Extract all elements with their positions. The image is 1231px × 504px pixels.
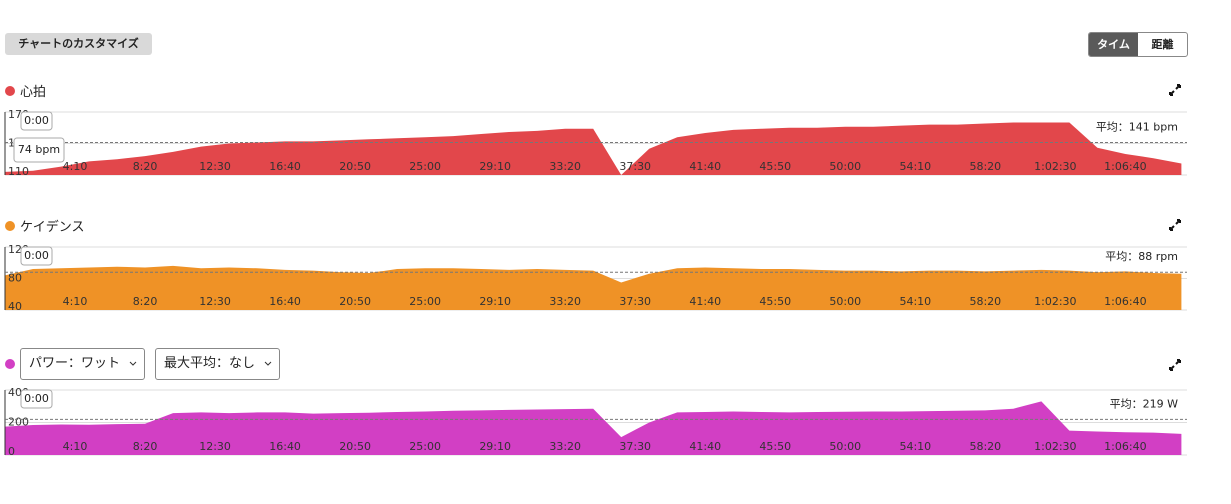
x-tick-label: 4:10 bbox=[63, 440, 88, 453]
tooltip-text: 0:00 bbox=[24, 392, 49, 405]
x-tick-label: 54:10 bbox=[899, 295, 931, 308]
chart-header: ケイデンス bbox=[5, 216, 84, 235]
x-tick-label: 50:00 bbox=[829, 440, 861, 453]
average-label-bg bbox=[1096, 248, 1182, 266]
x-tick-label: 41:40 bbox=[689, 160, 721, 173]
x-tick-label: 8:20 bbox=[133, 440, 158, 453]
chart-header: パワー：ワット 最大平均：なし bbox=[5, 348, 290, 380]
x-tick-label: 29:10 bbox=[479, 295, 511, 308]
x-tick-label: 1:02:30 bbox=[1034, 440, 1076, 453]
x-tick-label: 16:40 bbox=[269, 440, 301, 453]
y-tick-label: 0 bbox=[8, 445, 15, 458]
x-tick-label: 37:30 bbox=[619, 295, 651, 308]
x-tick-label: 41:40 bbox=[689, 295, 721, 308]
x-tick-label: 37:30 bbox=[619, 440, 651, 453]
tooltip-box bbox=[20, 246, 53, 266]
x-tick-label: 33:20 bbox=[549, 160, 581, 173]
y-tick-label: 110 bbox=[8, 165, 29, 178]
chart-title: 心拍 bbox=[20, 85, 47, 100]
x-tick-label: 45:50 bbox=[759, 295, 791, 308]
legend-dot bbox=[5, 220, 15, 231]
x-tick-label: 58:20 bbox=[969, 295, 1001, 308]
x-tick-label: 20:50 bbox=[339, 295, 371, 308]
dropdown[interactable]: 最大平均：なし bbox=[155, 348, 281, 380]
average-label-bg bbox=[1096, 118, 1182, 136]
toggle-distance[interactable]: 距離 bbox=[1151, 38, 1174, 51]
x-tick-label: 29:10 bbox=[479, 160, 511, 173]
y-tick-label: 200 bbox=[8, 416, 29, 429]
x-tick-label: 29:10 bbox=[479, 440, 511, 453]
x-tick-label: 12:30 bbox=[199, 295, 231, 308]
tooltip-text: 74 bpm bbox=[18, 143, 60, 156]
x-tick-label: 20:50 bbox=[339, 160, 371, 173]
dropdown[interactable]: パワー：ワット bbox=[20, 348, 146, 380]
x-tick-label: 16:40 bbox=[269, 295, 301, 308]
expand-icon[interactable] bbox=[1168, 218, 1182, 232]
tooltip-box bbox=[20, 389, 53, 409]
average-label: 平均：219 W bbox=[1110, 397, 1178, 410]
area bbox=[5, 122, 1182, 175]
dropdown-label: パワー：ワット bbox=[29, 356, 121, 371]
x-tick-label: 54:10 bbox=[899, 440, 931, 453]
view-toggle: タイム 距離 bbox=[1088, 32, 1188, 57]
x-tick-label: 8:20 bbox=[133, 160, 158, 173]
x-tick-label: 12:30 bbox=[199, 440, 231, 453]
x-tick-label: 1:06:40 bbox=[1104, 295, 1146, 308]
toggle-time[interactable]: タイム bbox=[1089, 33, 1138, 56]
x-tick-label: 37:30 bbox=[619, 160, 651, 173]
x-tick-label: 4:10 bbox=[63, 160, 88, 173]
x-tick-label: 45:50 bbox=[759, 160, 791, 173]
x-tick-label: 25:00 bbox=[409, 160, 441, 173]
chevron bbox=[129, 361, 137, 366]
x-tick-label: 20:50 bbox=[339, 440, 371, 453]
dropdown-label: 最大平均：なし bbox=[164, 356, 256, 371]
expand-icon[interactable] bbox=[1168, 358, 1182, 372]
x-tick-label: 1:02:30 bbox=[1034, 160, 1076, 173]
average-label: 平均：141 bpm bbox=[1096, 120, 1178, 133]
x-tick-label: 58:20 bbox=[969, 440, 1001, 453]
x-tick-label: 45:50 bbox=[759, 440, 791, 453]
chart-title: ケイデンス bbox=[20, 220, 85, 235]
legend-dot bbox=[5, 85, 15, 96]
chevron bbox=[264, 361, 272, 366]
x-tick-label: 50:00 bbox=[829, 160, 861, 173]
x-tick-label: 25:00 bbox=[409, 440, 441, 453]
tooltip-text: 0:00 bbox=[24, 249, 49, 262]
customize-button[interactable]: チャートのカスタマイズ bbox=[5, 33, 152, 55]
x-tick-label: 1:06:40 bbox=[1104, 160, 1146, 173]
area bbox=[5, 401, 1182, 455]
x-tick-label: 16:40 bbox=[269, 160, 301, 173]
tooltip-text: 0:00 bbox=[24, 114, 49, 127]
x-tick-label: 41:40 bbox=[689, 440, 721, 453]
chart: 1101401704:108:2012:3016:4020:5025:0029:… bbox=[4, 108, 1187, 178]
x-tick-label: 25:00 bbox=[409, 295, 441, 308]
chart-header: 心拍 bbox=[5, 81, 46, 100]
legend-dot bbox=[5, 359, 15, 369]
x-tick-label: 33:20 bbox=[549, 440, 581, 453]
x-tick-label: 12:30 bbox=[199, 160, 231, 173]
x-tick-label: 50:00 bbox=[829, 295, 861, 308]
x-tick-label: 54:10 bbox=[899, 160, 931, 173]
x-tick-label: 1:06:40 bbox=[1104, 440, 1146, 453]
tooltip-box bbox=[20, 111, 53, 131]
x-tick-label: 1:02:30 bbox=[1034, 295, 1076, 308]
x-tick-label: 8:20 bbox=[133, 295, 158, 308]
tooltip-box bbox=[13, 137, 65, 163]
average-label-bg bbox=[1096, 395, 1182, 413]
y-tick-label: 40 bbox=[8, 300, 22, 313]
x-tick-label: 33:20 bbox=[549, 295, 581, 308]
y-tick-label: 80 bbox=[8, 272, 22, 285]
x-tick-label: 4:10 bbox=[63, 295, 88, 308]
expand-icon[interactable] bbox=[1168, 83, 1182, 97]
area bbox=[5, 265, 1182, 310]
average-label: 平均：88 rpm bbox=[1105, 250, 1178, 263]
x-tick-label: 58:20 bbox=[969, 160, 1001, 173]
